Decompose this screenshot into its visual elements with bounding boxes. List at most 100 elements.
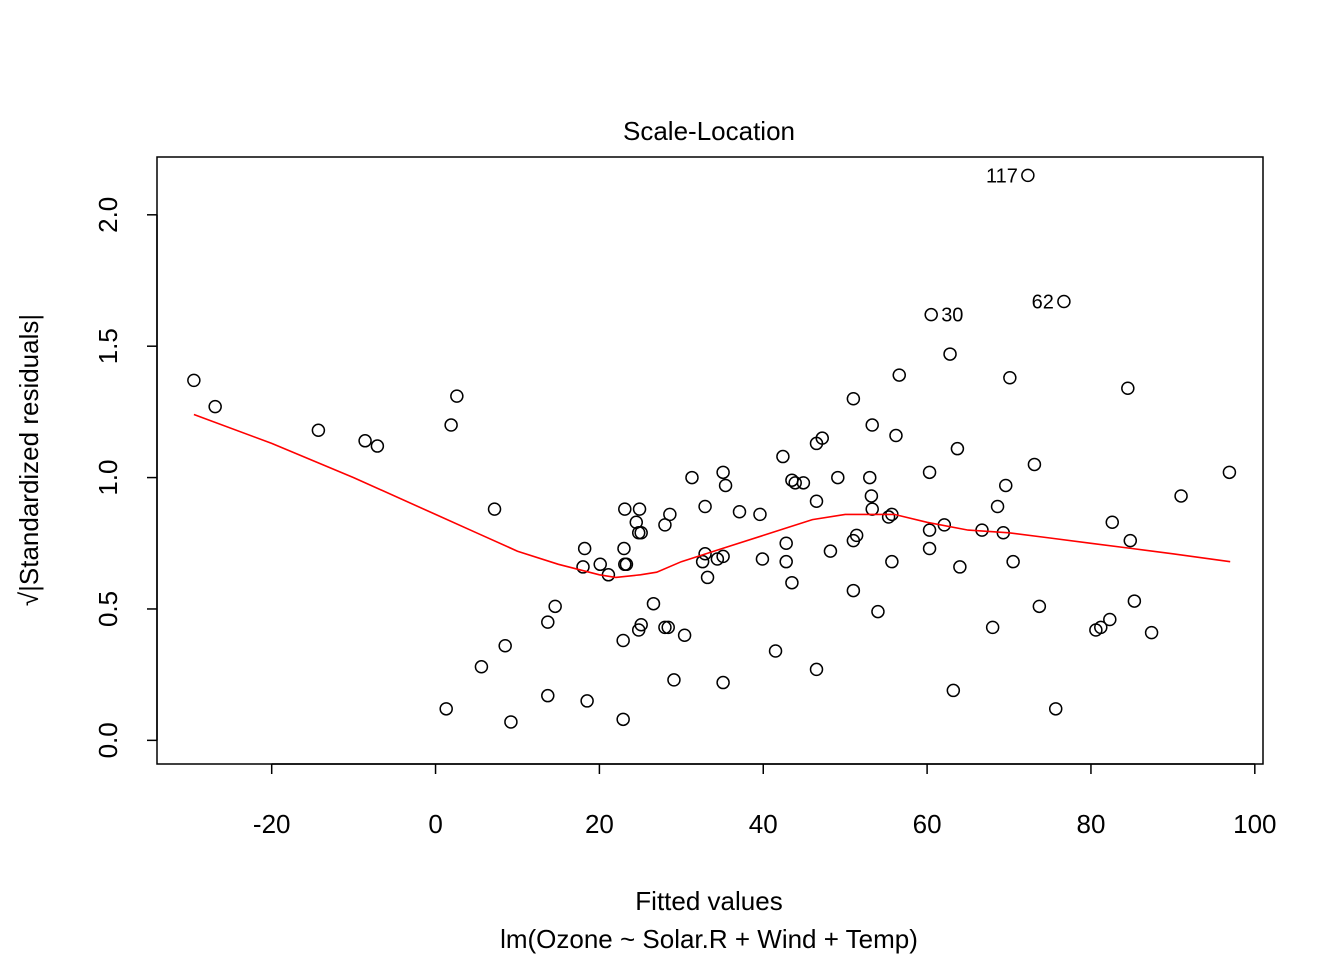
data-point bbox=[768, 644, 783, 658]
data-point bbox=[617, 541, 631, 556]
y-axis: 0.0 0.5 1.0 1.5 2.0 bbox=[93, 197, 158, 758]
data-point bbox=[985, 620, 1000, 635]
data-point bbox=[698, 499, 712, 514]
data-point bbox=[732, 504, 747, 519]
data-point bbox=[504, 715, 518, 729]
data-point bbox=[1144, 625, 1159, 640]
data-point bbox=[548, 599, 562, 614]
data-point bbox=[990, 499, 1005, 514]
x-tick-label: 40 bbox=[749, 809, 778, 839]
x-tick-label: -20 bbox=[253, 809, 291, 839]
data-point bbox=[646, 596, 661, 611]
data-point bbox=[865, 418, 879, 432]
data-point bbox=[1105, 515, 1120, 530]
data-point bbox=[779, 554, 793, 569]
data-point bbox=[632, 502, 647, 516]
data-point bbox=[1123, 533, 1138, 548]
data-point bbox=[892, 368, 906, 382]
data-point bbox=[1127, 594, 1142, 608]
point-id-label: 117 bbox=[986, 165, 1018, 187]
data-point bbox=[953, 560, 967, 574]
data-point bbox=[1027, 457, 1042, 472]
data-point bbox=[779, 536, 793, 551]
data-point bbox=[700, 570, 715, 585]
data-point bbox=[187, 373, 201, 388]
data-point bbox=[695, 554, 710, 569]
data-point bbox=[924, 307, 938, 322]
data-point bbox=[950, 441, 965, 456]
data-point bbox=[788, 476, 802, 490]
data-point bbox=[661, 620, 675, 635]
point-labels: 117 62 30 bbox=[941, 165, 1054, 326]
data-point bbox=[755, 552, 770, 566]
data-point bbox=[846, 391, 861, 406]
data-point bbox=[1174, 489, 1188, 503]
data-point bbox=[1021, 168, 1035, 183]
data-point bbox=[358, 434, 372, 448]
data-point bbox=[863, 470, 877, 485]
y-tick-label: 1.5 bbox=[93, 328, 123, 364]
y-tick-label: 0.5 bbox=[93, 591, 123, 627]
data-point bbox=[616, 633, 630, 648]
data-point bbox=[487, 502, 502, 516]
x-axis: -20 0 20 40 60 80 100 bbox=[253, 763, 1277, 839]
data-point bbox=[831, 470, 845, 485]
data-point bbox=[753, 507, 767, 522]
data-point bbox=[922, 541, 937, 556]
x-tick-label: 100 bbox=[1233, 809, 1276, 839]
data-point bbox=[1121, 381, 1135, 395]
data-point bbox=[677, 628, 692, 642]
data-point bbox=[1057, 294, 1071, 309]
data-point bbox=[541, 688, 555, 703]
data-point bbox=[634, 617, 648, 632]
data-point bbox=[946, 683, 961, 698]
data-point bbox=[849, 528, 864, 543]
data-point bbox=[718, 478, 733, 493]
data-point bbox=[922, 465, 937, 480]
data-point bbox=[208, 399, 222, 414]
data-point bbox=[943, 347, 957, 361]
data-point bbox=[871, 604, 885, 619]
data-point bbox=[311, 423, 326, 438]
data-point bbox=[922, 523, 937, 537]
data-point bbox=[1222, 465, 1237, 480]
data-point bbox=[634, 526, 648, 540]
x-tick-label: 0 bbox=[428, 809, 442, 839]
data-point bbox=[716, 675, 730, 690]
data-point bbox=[865, 502, 879, 516]
data-point bbox=[889, 428, 903, 443]
data-point bbox=[881, 510, 896, 524]
x-tick-label: 20 bbox=[585, 809, 614, 839]
point-id-label: 62 bbox=[1032, 292, 1054, 314]
data-point bbox=[663, 507, 677, 522]
data-point bbox=[785, 575, 799, 590]
data-point bbox=[576, 560, 590, 574]
data-point bbox=[864, 489, 879, 503]
data-point bbox=[370, 439, 385, 453]
data-point bbox=[498, 639, 512, 653]
data-point bbox=[616, 712, 630, 727]
model-formula-subtitle: lm(Ozone ~ Solar.R + Wind + Temp) bbox=[500, 924, 918, 954]
data-point bbox=[1094, 620, 1108, 635]
y-tick-label: 0.0 bbox=[93, 722, 123, 758]
data-point bbox=[698, 547, 712, 561]
data-point bbox=[1003, 370, 1017, 385]
y-axis-label: √|Standardized residuals| bbox=[14, 314, 44, 606]
chart-title: Scale-Location bbox=[623, 116, 795, 146]
plot-frame bbox=[156, 156, 1264, 765]
data-point bbox=[580, 694, 594, 708]
point-id-label: 30 bbox=[941, 305, 963, 327]
data-point bbox=[1032, 599, 1047, 614]
data-point bbox=[667, 673, 681, 687]
x-tick-label: 60 bbox=[913, 809, 942, 839]
y-tick-label: 2.0 bbox=[93, 197, 123, 233]
data-point bbox=[809, 494, 824, 508]
data-point bbox=[785, 473, 799, 487]
x-tick-label: 80 bbox=[1076, 809, 1105, 839]
data-point bbox=[577, 541, 592, 556]
data-points bbox=[187, 168, 1237, 729]
data-point bbox=[685, 470, 699, 485]
data-point bbox=[796, 476, 811, 490]
data-point bbox=[776, 449, 790, 464]
